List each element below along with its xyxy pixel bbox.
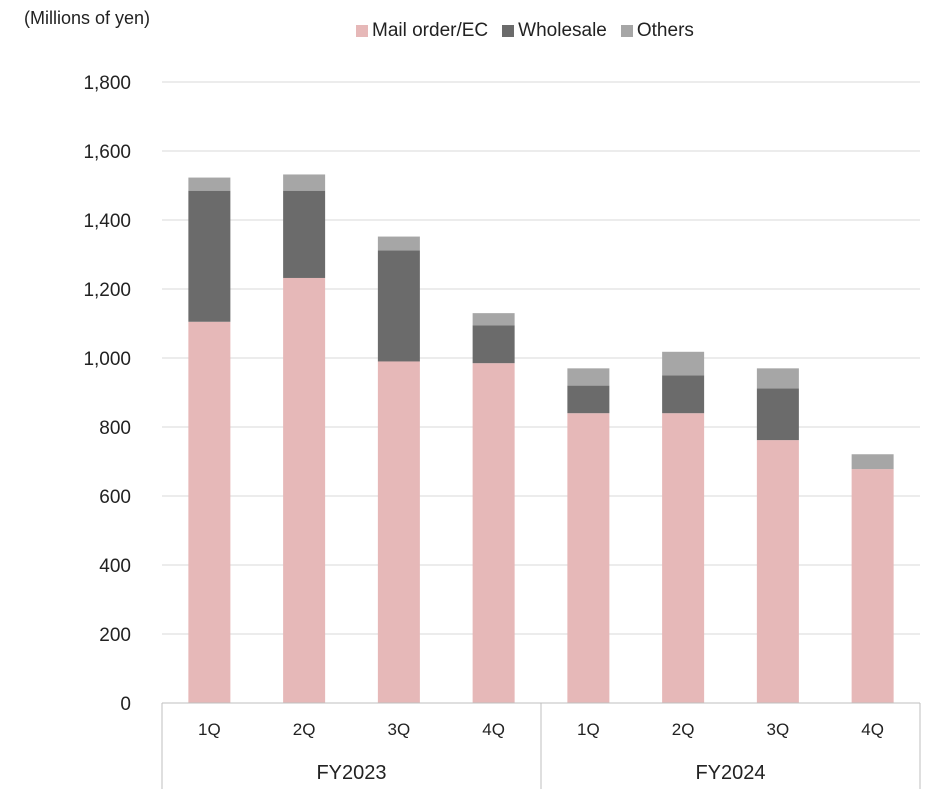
- x-tick-label: 3Q: [388, 720, 411, 739]
- bar-segment-others: [283, 174, 326, 191]
- bar-segment-others: [851, 454, 894, 470]
- bar-segment-others: [756, 368, 799, 389]
- bar-segment-others: [567, 368, 610, 386]
- legend: Mail order/EC Wholesale Others: [356, 20, 708, 42]
- bar-segment-wholesale: [567, 385, 610, 414]
- y-tick-label: 200: [99, 625, 131, 646]
- bar-segment-wholesale: [472, 325, 515, 364]
- bar-segment-others: [662, 351, 705, 376]
- y-tick-label: 1,400: [83, 211, 131, 232]
- y-tick-label: 1,200: [83, 280, 131, 301]
- x-tick-label: 1Q: [198, 720, 221, 739]
- bar-segment-mail-order-ec: [377, 361, 420, 703]
- bar-segment-others: [472, 313, 515, 326]
- bar-segment-mail-order-ec: [188, 321, 231, 703]
- legend-label-wholesale: Wholesale: [518, 20, 607, 41]
- legend-label-mail-order: Mail order/EC: [372, 20, 489, 41]
- x-tick-label: 3Q: [767, 720, 790, 739]
- y-tick-label: 1,800: [83, 73, 131, 94]
- bar-segment-mail-order-ec: [851, 469, 894, 703]
- y-tick-label: 0: [120, 694, 131, 715]
- x-tick-label: 1Q: [577, 720, 600, 739]
- x-tick-label: 4Q: [482, 720, 505, 739]
- bar-segment-mail-order-ec: [472, 363, 515, 703]
- bar-segment-mail-order-ec: [756, 440, 799, 703]
- bar-segment-wholesale: [756, 388, 799, 441]
- x-tick-label: 2Q: [293, 720, 316, 739]
- legend-item-others: Others: [620, 20, 694, 42]
- group-label: FY2024: [695, 762, 765, 784]
- y-tick-label: 1,600: [83, 142, 131, 163]
- bar-segment-wholesale: [283, 190, 326, 278]
- bar-segment-mail-order-ec: [662, 413, 705, 703]
- legend-swatch-wholesale: [502, 25, 515, 37]
- bar-segment-wholesale: [662, 375, 705, 414]
- x-tick-label: 2Q: [672, 720, 695, 739]
- group-label: FY2023: [316, 762, 386, 784]
- legend-item-mail-order: Mail order/EC: [356, 20, 488, 42]
- bar-segment-mail-order-ec: [283, 277, 326, 703]
- y-tick-label: 600: [99, 487, 131, 508]
- bar-segment-wholesale: [188, 190, 231, 322]
- x-tick-label: 4Q: [861, 720, 884, 739]
- y-tick-label: 1,000: [83, 349, 131, 370]
- bar-segment-wholesale: [377, 250, 420, 362]
- bar-segment-others: [188, 177, 231, 191]
- legend-label-others: Others: [636, 20, 694, 41]
- y-axis-unit-label: (Millions of yen): [24, 8, 151, 28]
- legend-item-wholesale: Wholesale: [502, 20, 607, 42]
- y-tick-label: 800: [99, 418, 131, 439]
- bar-segment-others: [377, 236, 420, 251]
- y-tick-label: 400: [99, 556, 131, 577]
- bar-segment-mail-order-ec: [567, 413, 610, 703]
- legend-swatch-mail-order: [356, 25, 368, 37]
- legend-swatch-others: [620, 25, 633, 37]
